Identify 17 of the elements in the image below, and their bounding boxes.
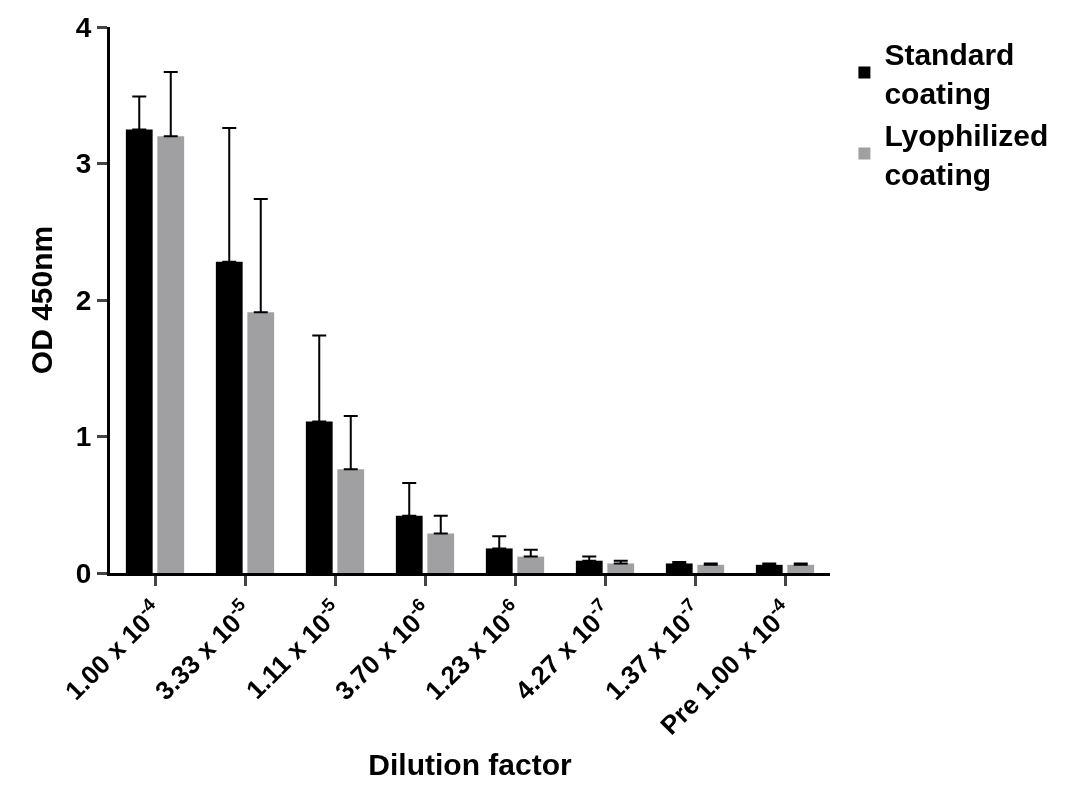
y-tick-label: 0 <box>75 557 92 589</box>
bar <box>427 533 455 573</box>
y-axis-title: OD 450nm <box>24 225 58 375</box>
bar <box>157 136 185 573</box>
x-axis-title: Dilution factor <box>368 748 572 781</box>
y-tick-label: 3 <box>75 148 92 180</box>
bar <box>787 564 815 573</box>
y-tick-label: 1 <box>75 421 92 453</box>
bar <box>337 469 365 573</box>
legend-label: Standard coating <box>884 37 1015 110</box>
bar <box>517 556 545 573</box>
bar <box>247 312 275 573</box>
bar <box>697 564 725 573</box>
y-tick-label: 2 <box>75 284 92 316</box>
bar <box>607 563 635 573</box>
y-tick-label: 4 <box>75 11 92 43</box>
legend-label: Lyophilized coating <box>884 118 1049 191</box>
